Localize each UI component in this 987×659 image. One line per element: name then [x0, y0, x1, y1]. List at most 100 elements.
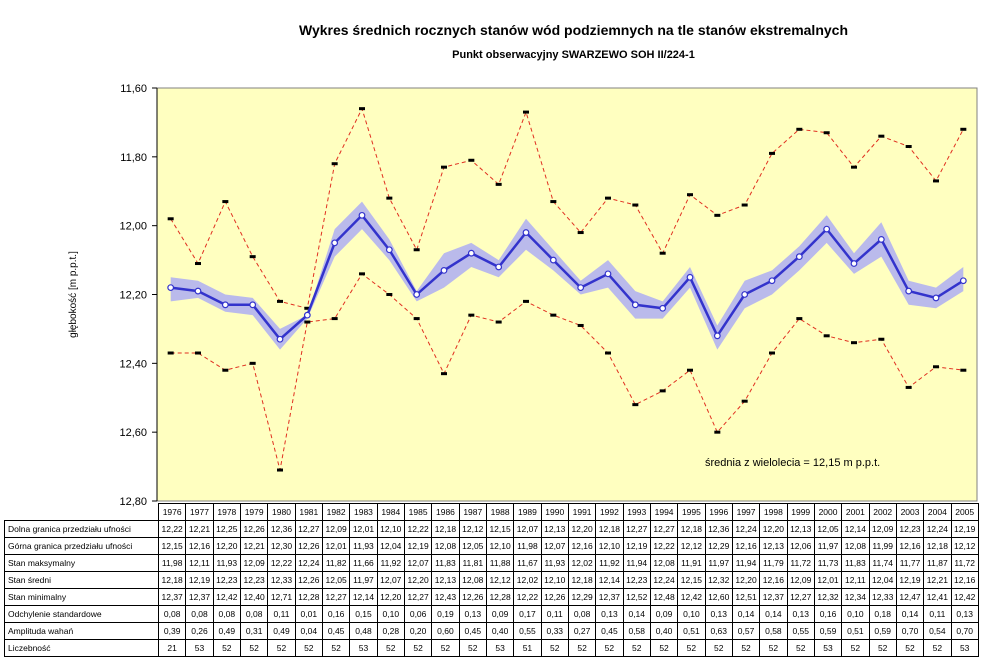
max-level-marker [878, 134, 885, 138]
table-cell: 11,81 [458, 554, 487, 572]
table-cell: 12,10 [595, 537, 624, 555]
table-cell: 11,73 [813, 554, 843, 572]
max-level-marker [523, 110, 529, 114]
table-cell: 12,19 [950, 520, 979, 538]
table-cell: 11,94 [622, 554, 651, 572]
table-cell: 52 [294, 639, 323, 657]
min-level-marker [222, 368, 229, 372]
max-level-marker [659, 251, 666, 255]
max-level-marker [386, 196, 393, 200]
table-cell: 12,14 [349, 588, 378, 606]
table-cell: 12,02 [567, 554, 597, 572]
mean-level-marker [686, 273, 694, 281]
table-cell: 0,39 [157, 622, 187, 640]
max-level-marker [769, 151, 775, 155]
min-level-marker [167, 351, 174, 355]
table-row-amp: Amplituda wahań 0,39 0,26 0,49 0,31 0,49 0,04 0… [4, 622, 979, 640]
min-level-marker [878, 337, 885, 341]
table-cell: 11,97 [349, 571, 378, 589]
mean-level-marker [331, 239, 339, 247]
table-cell: 12,71 [267, 588, 296, 606]
mean-level-marker [577, 284, 585, 292]
min-level-marker [359, 272, 365, 276]
table-cell: 12,22 [157, 520, 187, 538]
table-cell: 12,16 [185, 537, 214, 555]
chart-subtitle: Punkt obserwacyjny SWARZEWO SOH II/224-1 [452, 49, 695, 61]
table-cell: 12,24 [731, 520, 761, 538]
table-cell: 11,77 [895, 554, 925, 572]
table-cell: 0,49 [267, 622, 296, 640]
year-header-cell: 1993 [622, 503, 651, 521]
mean-level-marker [823, 225, 831, 233]
table-cell: 12,15 [157, 537, 187, 555]
mean-level-marker [467, 249, 475, 257]
table-cell: 0,70 [895, 622, 925, 640]
table-cell: 12,26 [294, 571, 323, 589]
table-cell: 12,11 [185, 554, 214, 572]
table-cell: 12,13 [786, 520, 815, 538]
table-cell: 11,83 [431, 554, 460, 572]
year-header-cell: 2003 [895, 503, 925, 521]
table-cell: 12,26 [239, 520, 269, 538]
table-cell: 0,09 [485, 605, 515, 623]
y-tick-label: 12,40 [119, 358, 147, 370]
year-header-cell: 2001 [841, 503, 870, 521]
table-cell: 53 [185, 639, 214, 657]
table-cell: 12,01 [813, 571, 843, 589]
table-cell: 11,94 [731, 554, 761, 572]
table-cell: 12,22 [403, 520, 433, 538]
max-level-marker [167, 217, 174, 221]
table-cell: 0,16 [321, 605, 351, 623]
table-cell: 12,27 [403, 588, 433, 606]
table-cell: 0,48 [349, 622, 378, 640]
table-cell: 11,98 [157, 554, 187, 572]
table-cell: 0,45 [458, 622, 487, 640]
year-header-cell: 1979 [239, 503, 269, 521]
mean-level-marker [522, 229, 530, 236]
max-level-marker [605, 196, 611, 200]
table-row-max: Stan maksymalny 11,98 12,11 11,93 12,09 12,22… [4, 554, 979, 572]
table-cell: 21 [157, 639, 187, 657]
mean-level-marker [385, 246, 393, 254]
table-cell: 12,22 [513, 588, 542, 606]
mean-level-marker [631, 301, 639, 309]
table-cell: 12,12 [677, 537, 706, 555]
table-cell: 12,21 [923, 571, 952, 589]
table-cell: 12,34 [841, 588, 870, 606]
row-label: Górna granica przedziału ufności [4, 537, 159, 555]
table-cell: 12,04 [868, 571, 897, 589]
min-level-marker [277, 468, 283, 472]
table-cell: 52 [376, 639, 405, 657]
table-cell: 12,08 [458, 571, 487, 589]
table-cell: 52 [923, 639, 952, 657]
data-table: 1976 1977 1978 1979 1980 1981 1982 1983 1984 1985… [4, 503, 979, 657]
table-cell: 0,14 [731, 605, 761, 623]
table-cell: 12,06 [786, 537, 815, 555]
row-label: Stan średni [4, 571, 159, 589]
table-cell: 53 [950, 639, 979, 657]
table-cell: 11,79 [759, 554, 788, 572]
year-header-cell: 1998 [759, 503, 788, 521]
table-cell: 12,27 [622, 520, 651, 538]
table-cell: 12,27 [321, 588, 351, 606]
table-cell: 12,12 [950, 537, 979, 555]
table-cell: 12,20 [212, 537, 241, 555]
mean-level-marker [959, 277, 967, 285]
table-cell: 12,29 [704, 537, 733, 555]
mean-level-marker [741, 291, 749, 298]
y-tick-label: 12,80 [119, 496, 147, 508]
table-cell: 12,23 [895, 520, 925, 538]
table-cell: 0,40 [485, 622, 515, 640]
year-header-cell: 1995 [677, 503, 706, 521]
table-cell: 0,08 [239, 605, 269, 623]
mean-level-marker [358, 211, 366, 219]
table-cell: 52 [704, 639, 733, 657]
table-cell: 12,37 [185, 588, 214, 606]
table-cell: 0,17 [513, 605, 542, 623]
mean-level-marker [713, 332, 721, 340]
mean-level-marker [221, 301, 229, 309]
table-cell: 11,99 [868, 537, 897, 555]
table-cell: 12,14 [595, 571, 624, 589]
table-cell: 12,08 [431, 537, 460, 555]
table-cell: 12,23 [212, 571, 241, 589]
